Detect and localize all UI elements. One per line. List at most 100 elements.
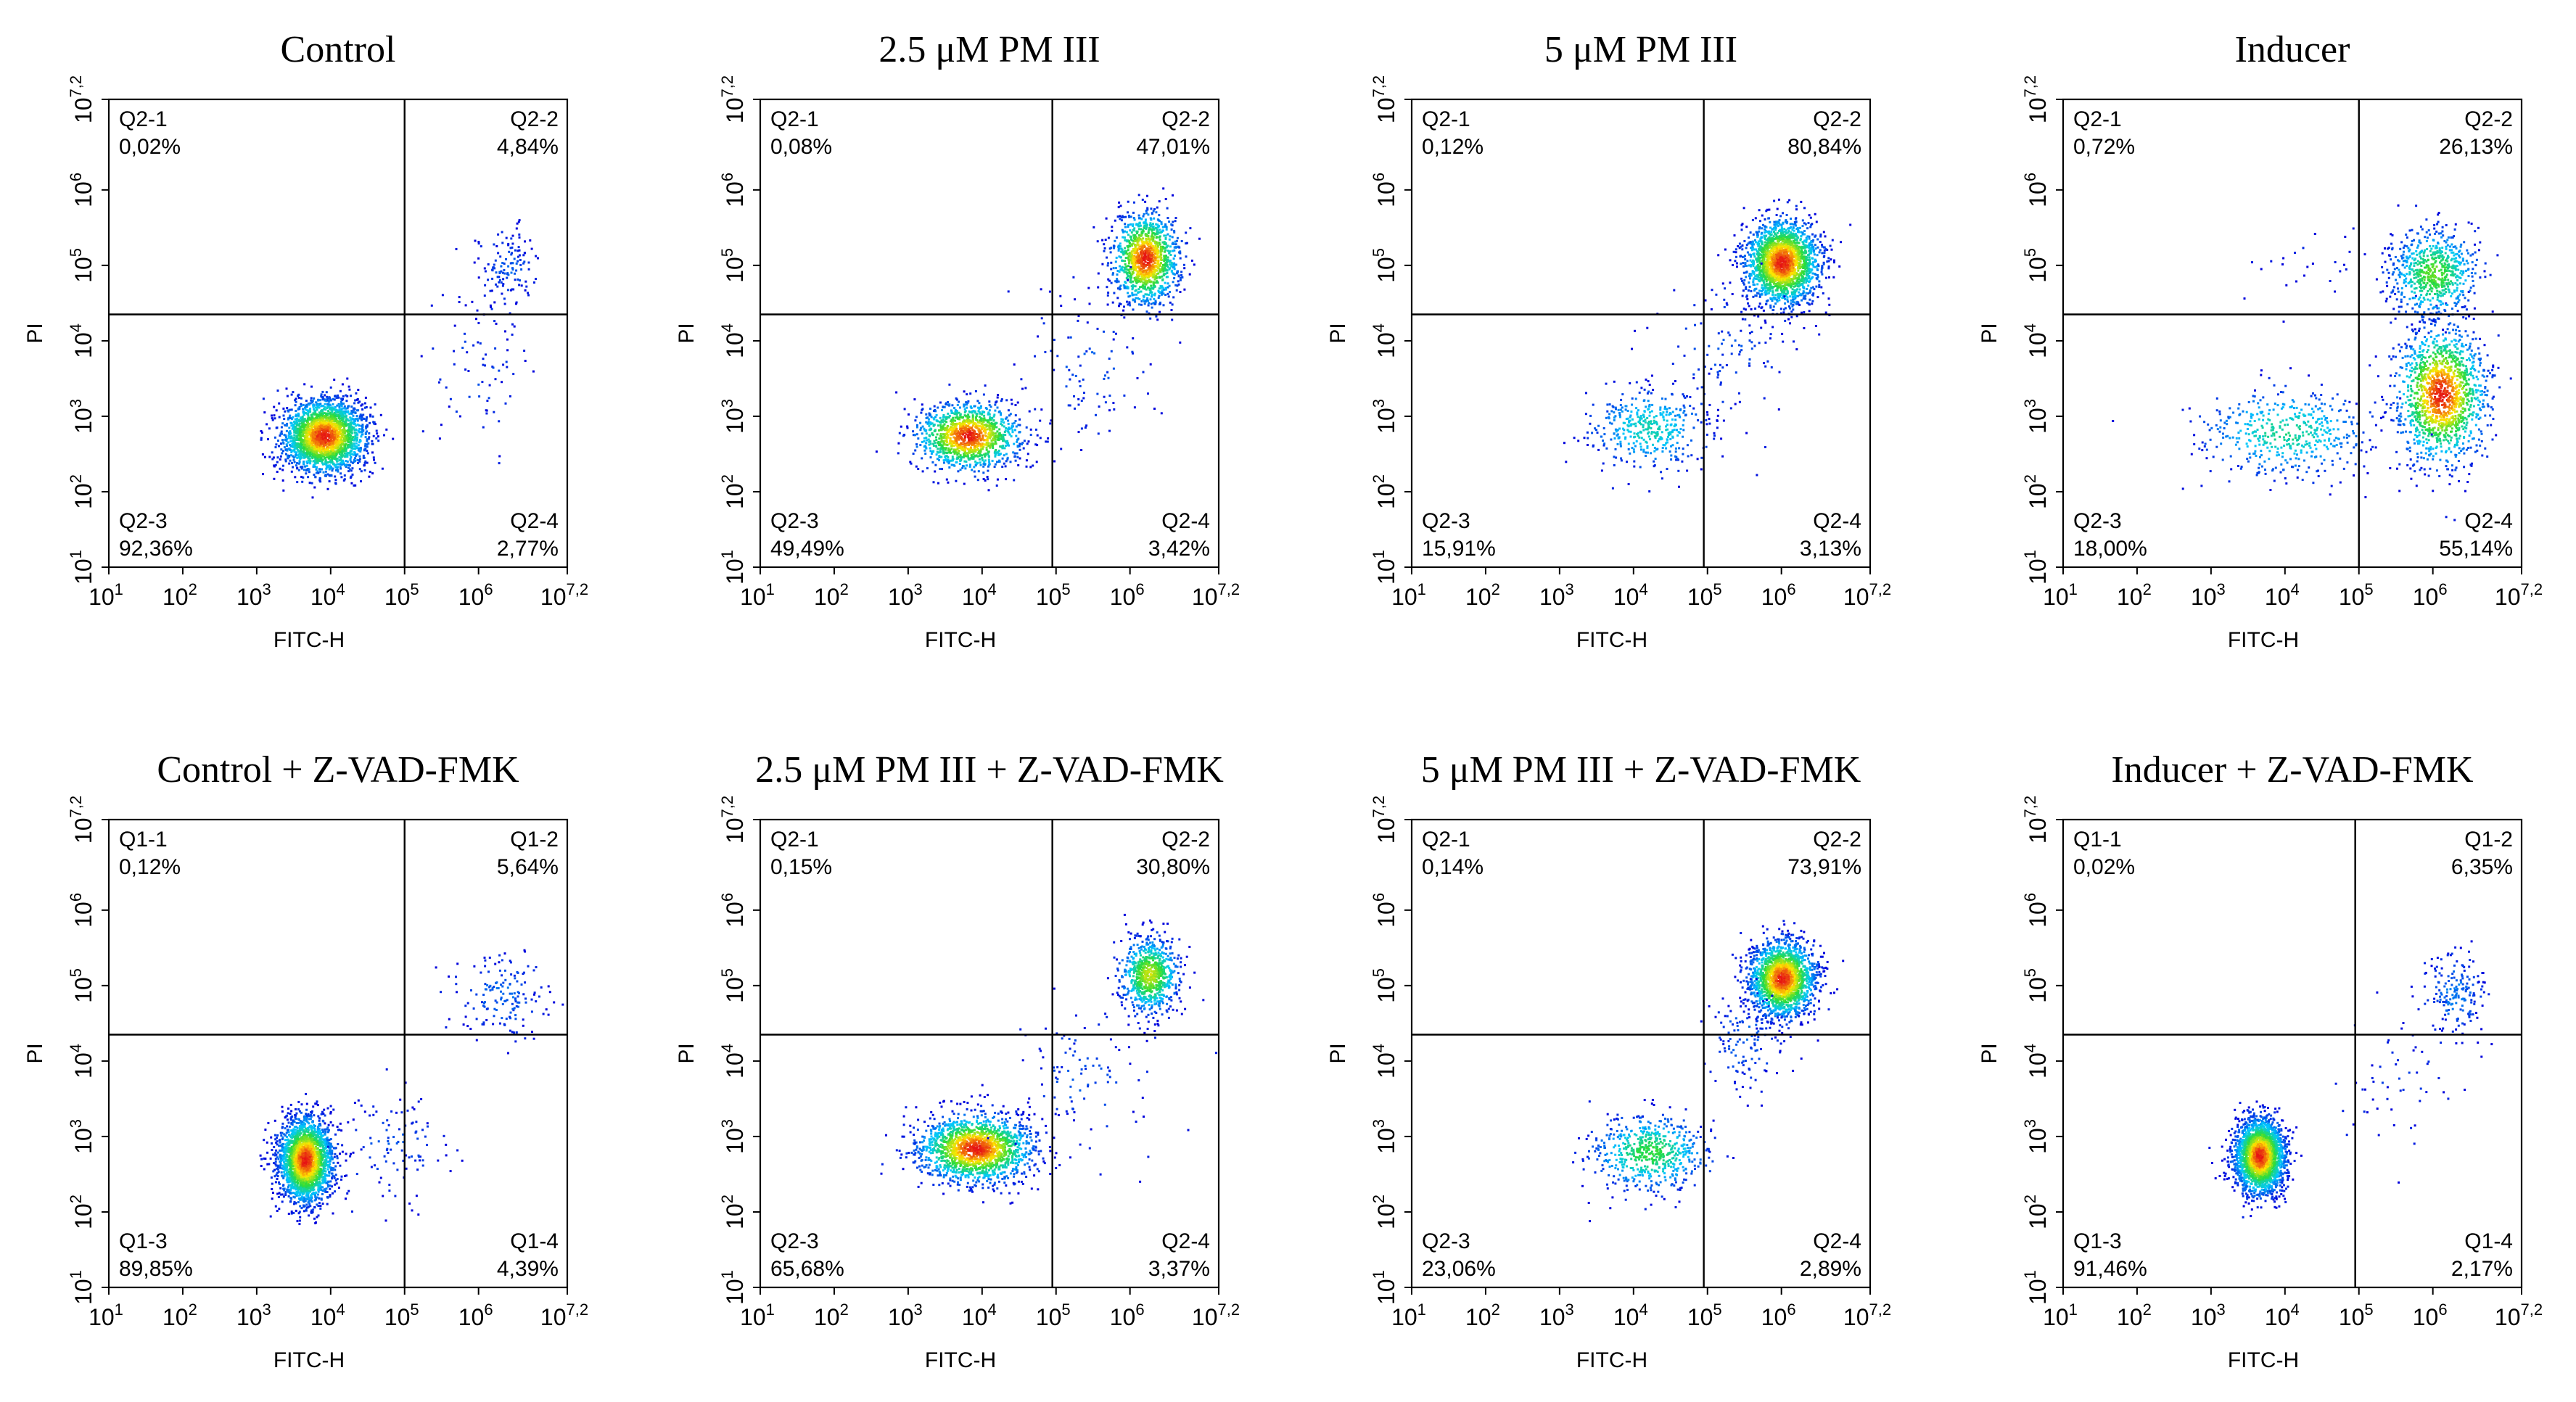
event-point [1157, 244, 1159, 247]
event-point [1016, 445, 1019, 448]
event-point [338, 417, 341, 420]
event-point [951, 459, 954, 462]
event-point [324, 403, 326, 405]
event-point [978, 416, 981, 418]
event-point [1013, 442, 1016, 445]
event-point [969, 427, 972, 430]
event-point [345, 424, 347, 427]
event-point [298, 461, 301, 463]
event-point [1128, 272, 1131, 275]
event-point [385, 428, 388, 431]
event-point [958, 438, 960, 441]
event-point [947, 447, 950, 450]
event-point [311, 400, 314, 402]
event-point [307, 459, 310, 462]
event-point [495, 245, 498, 247]
event-point [340, 429, 343, 432]
event-point [363, 461, 366, 464]
event-point [940, 426, 943, 428]
event-point [1156, 223, 1159, 226]
event-point [304, 452, 307, 455]
event-point [939, 421, 942, 424]
event-point [930, 452, 933, 455]
event-point [513, 325, 516, 328]
event-point [361, 418, 363, 421]
event-point [337, 411, 340, 414]
event-point [924, 453, 927, 455]
event-point [987, 435, 989, 438]
event-point [979, 431, 982, 434]
event-point [325, 447, 328, 450]
event-point [1132, 293, 1135, 296]
event-point [367, 442, 370, 445]
event-point [931, 450, 934, 453]
event-point [1153, 264, 1156, 267]
event-point [1002, 437, 1005, 440]
event-point [348, 452, 351, 455]
event-point [1106, 264, 1109, 267]
event-point [295, 434, 298, 437]
event-point [959, 469, 962, 471]
event-point [299, 446, 302, 449]
event-point [355, 398, 358, 401]
event-point [1133, 218, 1136, 221]
event-point [298, 460, 301, 463]
event-point [532, 370, 535, 373]
event-point [1129, 268, 1132, 271]
event-point [320, 410, 323, 413]
event-point [1147, 235, 1150, 237]
event-point [506, 289, 509, 292]
event-point [345, 438, 347, 441]
event-point [311, 444, 314, 447]
event-point [955, 437, 958, 440]
event-point [327, 412, 329, 415]
event-point [323, 447, 326, 450]
event-point [364, 448, 367, 450]
event-point [328, 412, 331, 415]
event-point [347, 385, 350, 388]
event-point [292, 458, 295, 461]
event-point [312, 404, 315, 407]
event-point [355, 415, 358, 418]
event-point [1155, 315, 1158, 318]
tick-exponent: 2 [67, 474, 85, 483]
event-point [377, 440, 380, 442]
event-point [335, 424, 338, 426]
event-point [324, 394, 326, 397]
event-point [287, 434, 290, 437]
event-point [990, 429, 993, 432]
event-point [336, 440, 339, 443]
event-point [304, 465, 307, 468]
event-point [934, 416, 937, 418]
event-point [1148, 279, 1151, 281]
event-point [971, 457, 974, 460]
event-point [302, 462, 305, 465]
event-point [1145, 310, 1148, 313]
event-point [1005, 416, 1008, 419]
event-point [989, 422, 992, 425]
quadrant-top-right: Q2-24,84% [497, 107, 559, 159]
event-point [314, 445, 317, 448]
event-point [301, 415, 304, 418]
event-point [1164, 259, 1167, 262]
event-point [514, 249, 517, 252]
event-point [341, 424, 344, 427]
event-point [340, 456, 342, 459]
event-point [326, 455, 329, 458]
event-point [328, 464, 331, 467]
event-point [1135, 261, 1137, 264]
event-point [354, 418, 357, 421]
event-point [337, 433, 340, 436]
event-point [1165, 226, 1168, 228]
event-point [315, 433, 318, 436]
event-point [1029, 466, 1032, 469]
event-point [1000, 434, 1003, 437]
event-point [973, 466, 976, 469]
event-point [316, 437, 318, 440]
event-point [473, 261, 476, 264]
event-point [491, 277, 494, 280]
event-point [352, 422, 355, 425]
event-point [1092, 226, 1095, 228]
event-point [326, 461, 329, 464]
event-point [978, 421, 981, 424]
